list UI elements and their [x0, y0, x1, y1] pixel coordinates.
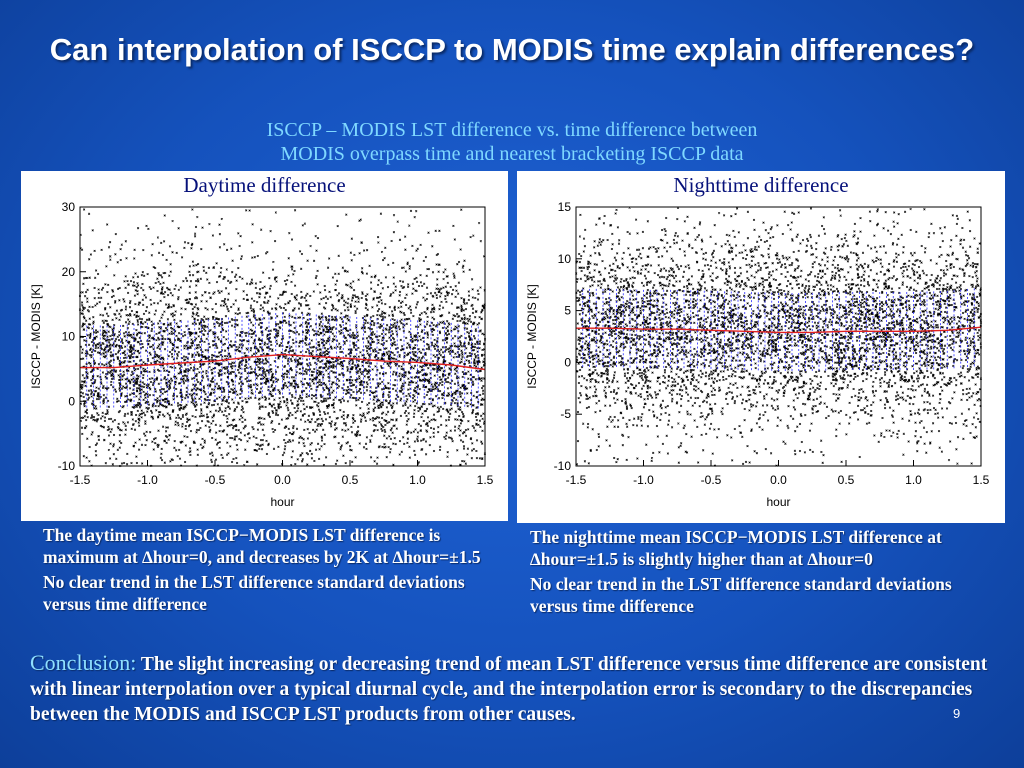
y-tick-label: 0	[68, 394, 75, 408]
page-number: 9	[953, 706, 961, 721]
conclusion-text: Conclusion: The slight increasing or dec…	[30, 650, 1000, 727]
x-tick-label: 1.5	[973, 473, 990, 487]
y-tick-label: -5	[560, 407, 571, 421]
mean-line	[80, 353, 486, 371]
conclusion-lead: Conclusion:	[30, 650, 137, 675]
daytime-notes: The daytime mean ISCCP−MODIS LST differe…	[43, 525, 503, 619]
y-tick-label: -10	[58, 459, 76, 473]
conclusion-body: The slight increasing or decreasing tren…	[30, 654, 988, 725]
scatter-point-marks	[575, 206, 983, 467]
nighttime-note-1: The nighttime mean ISCCP−MODIS LST diffe…	[530, 527, 942, 569]
x-tick-label: 0.5	[342, 473, 359, 487]
mean-line	[576, 326, 982, 334]
daytime-chart-panel: -1.5 -1.0 -0.5 0.0 0.5 1.0 1.5 -10 0 10 20 30 hour IS…	[21, 171, 508, 521]
x-tick-label: 1.0	[905, 473, 922, 487]
daytime-chart-title: Daytime difference	[183, 173, 346, 197]
x-tick-label: -1.0	[137, 473, 158, 487]
y-axis-label: ISCCP - MODIS [K]	[525, 284, 539, 388]
x-tick-label: 0.0	[770, 473, 787, 487]
y-tick-label: 30	[62, 200, 76, 214]
daytime-note-2: No clear trend in the LST difference sta…	[43, 572, 465, 614]
x-axis-label: hour	[270, 495, 294, 509]
nighttime-chart-title: Nighttime difference	[673, 173, 849, 197]
daytime-scatter-plot: -1.5 -1.0 -0.5 0.0 0.5 1.0 1.5 -10 0 10 20 30 hour IS…	[29, 200, 494, 509]
slide-title: Can interpolation of ISCCP to MODIS time…	[49, 32, 975, 67]
y-tick-label: 10	[62, 330, 76, 344]
x-tick-label: 1.0	[409, 473, 426, 487]
x-tick-label: 1.5	[477, 473, 494, 487]
y-tick-label: 10	[558, 252, 572, 266]
x-tick-label: 0.0	[274, 473, 291, 487]
std-bars	[575, 287, 982, 372]
x-tick-label: 0.5	[838, 473, 855, 487]
y-axis-label: ISCCP - MODIS [K]	[29, 284, 43, 388]
y-tick-label: 5	[564, 304, 571, 318]
x-tick-label: -1.5	[70, 473, 91, 487]
subtitle-line-1: ISCCP – MODIS LST difference vs. time di…	[266, 119, 758, 141]
y-tick-label: 20	[62, 265, 76, 279]
nighttime-note-2: No clear trend in the LST difference sta…	[530, 574, 952, 616]
x-axis-label: hour	[766, 495, 790, 509]
slide-subtitle: ISCCP – MODIS LST difference vs. time di…	[0, 118, 1024, 166]
x-tick-label: -0.5	[701, 473, 722, 487]
x-tick-label: -0.5	[205, 473, 226, 487]
nighttime-scatter-plot: -1.5 -1.0 -0.5 0.0 0.5 1.0 1.5 -10 -5 0 5 10 15 hour I…	[525, 200, 990, 509]
x-tick-label: -1.5	[566, 473, 587, 487]
nighttime-chart-panel: -1.5 -1.0 -0.5 0.0 0.5 1.0 1.5 -10 -5 0 5 10 15 hour I…	[517, 171, 1005, 523]
nighttime-notes: The nighttime mean ISCCP−MODIS LST diffe…	[530, 527, 990, 621]
y-tick-label: 15	[558, 200, 572, 214]
y-tick-label: 0	[564, 355, 571, 369]
subtitle-line-2: MODIS overpass time and nearest bracketi…	[280, 143, 744, 165]
daytime-note-1: The daytime mean ISCCP−MODIS LST differe…	[43, 525, 481, 567]
y-tick-label: -10	[554, 459, 572, 473]
x-tick-label: -1.0	[633, 473, 654, 487]
scatter-points	[575, 206, 983, 467]
